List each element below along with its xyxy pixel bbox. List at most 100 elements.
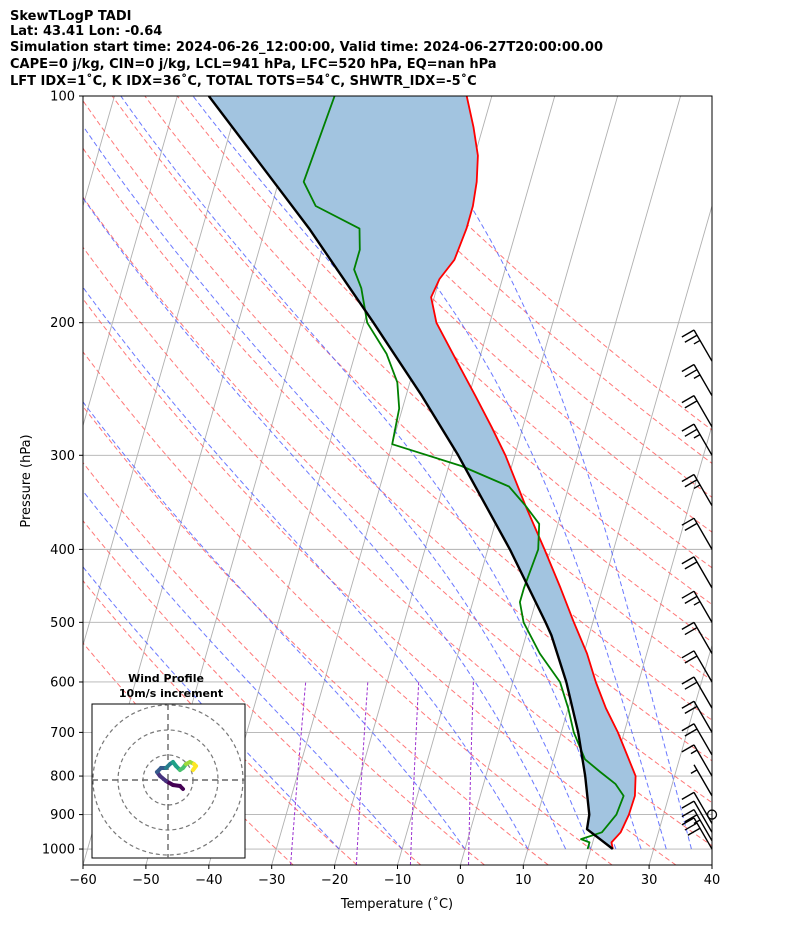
wind-barb-full	[684, 522, 698, 532]
moist-adiabat-line	[83, 286, 529, 850]
wind-barb-staff	[693, 590, 713, 623]
wind-barb	[681, 676, 713, 709]
wind-barb-half	[693, 433, 701, 439]
wind-barb	[681, 800, 713, 833]
wind-barb-full	[684, 369, 698, 378]
wind-barb-full	[684, 334, 698, 343]
mixing-ratio-line	[409, 681, 420, 865]
wind-barb-full	[681, 817, 695, 826]
y-axis-label: Pressure (hPa)	[19, 434, 34, 527]
wind-barb-full	[681, 808, 695, 818]
wind-barb-full	[684, 655, 698, 664]
dry-adiabat-line	[209, 96, 712, 569]
moist-adiabat-line	[393, 96, 692, 850]
dry-adiabat-line	[339, 96, 712, 431]
wind-barb-full	[681, 650, 695, 659]
wind-barb-full	[681, 723, 695, 732]
wind-barb	[681, 556, 713, 589]
wind-barb-full	[681, 700, 695, 709]
wind-barb-full	[684, 400, 698, 409]
chart-title-indices-2: LFT IDX=1˚C, K IDX=36˚C, TOTAL TOTS=54˚C…	[10, 74, 477, 89]
wind-barb-full	[684, 428, 698, 437]
wind-barb	[681, 723, 713, 756]
wind-barb	[706, 809, 718, 820]
wind-barb-half	[693, 374, 701, 379]
chart-title-indices-1: CAPE=0 j/kg, CIN=0 j/kg, LCL=941 hPa, LF…	[10, 57, 497, 72]
dry-adiabat-line	[83, 246, 712, 847]
dry-adiabat-line	[83, 642, 294, 865]
chart-axes: −60 −50 −40 −30 −20 −10 0 10 20 30 40 100 200 300 400 5…	[42, 90, 720, 889]
x-tick-label: −10	[384, 873, 411, 888]
moist-adiabat-line	[283, 96, 667, 850]
wind-barb	[681, 473, 713, 507]
x-tick-label: −60	[69, 873, 96, 888]
x-tick-label: −40	[195, 873, 222, 888]
wind-barb-full	[681, 329, 695, 338]
wind-barb-full	[681, 590, 695, 599]
moist-adiabat-line	[83, 125, 592, 850]
dewpoint-line	[302, 96, 625, 850]
chart-title-location: Lat: 43.41 Lon: -0.64	[10, 24, 163, 39]
isotherm-line	[711, 863, 712, 865]
wind-barb	[681, 423, 713, 456]
wind-barb	[681, 621, 713, 654]
wind-barb	[681, 744, 713, 777]
wind-barb-full	[681, 800, 695, 809]
wind-barb-half	[690, 769, 698, 775]
wind-barb-full	[687, 827, 701, 836]
isotherm-line	[459, 96, 681, 865]
wind-barb-full	[684, 814, 698, 823]
x-tick-label: 0	[456, 873, 464, 888]
y-tick-label: 1000	[42, 843, 75, 858]
wind-barb	[681, 808, 713, 842]
wind-barb	[681, 363, 713, 397]
wind-barb-full	[681, 621, 695, 630]
x-tick-label: −50	[132, 873, 159, 888]
wind-barb-full	[681, 556, 695, 565]
wind-barb-staff	[693, 764, 713, 797]
x-tick-label: 30	[641, 873, 658, 888]
chart-series	[207, 96, 637, 850]
wind-barb-full	[681, 744, 695, 753]
wind-barb	[681, 590, 713, 623]
hodograph-inset	[91, 703, 246, 859]
chart-title-times: Simulation start time: 2024-06-26_12:00:…	[10, 40, 603, 55]
x-tick-label: 20	[578, 873, 595, 888]
x-tick-label: −30	[258, 873, 285, 888]
moist-adiabat-line	[83, 490, 403, 850]
x-tick-label: 40	[704, 873, 721, 888]
wind-barb-full	[684, 705, 698, 715]
wind-barb-half	[693, 819, 701, 825]
wind-barb-full	[681, 423, 695, 432]
wind-barb-half	[690, 749, 698, 755]
dry-adiabat-line	[242, 96, 712, 533]
y-tick-label: 400	[50, 543, 75, 558]
wind-barb-staff	[693, 474, 713, 507]
wind-barb-calm-circle	[706, 809, 718, 820]
cape-fill-area	[208, 96, 636, 849]
hodograph-subtitle: 10m/s increment	[119, 687, 223, 700]
moist-adiabat-line	[83, 197, 567, 850]
dry-adiabat-line	[83, 351, 613, 865]
isotherm-line	[522, 204, 712, 865]
y-tick-label: 600	[50, 675, 75, 690]
wind-barb-full	[681, 791, 695, 800]
hodograph-trace-segment	[191, 764, 198, 772]
wind-barb-full	[684, 595, 698, 604]
y-tick-label: 200	[50, 316, 75, 331]
wind-barb	[681, 817, 713, 850]
chart-title-station: SkewTLogP TADI	[10, 9, 132, 24]
x-tick-label: −20	[321, 873, 348, 888]
wind-barb-full	[684, 822, 698, 831]
wind-barb-staff	[693, 800, 713, 833]
mixing-ratio-line	[468, 681, 474, 865]
wind-barb-staff	[693, 517, 713, 550]
y-tick-label: 800	[50, 770, 75, 785]
parcel-path-line	[207, 96, 614, 850]
isotherm-line	[334, 96, 556, 865]
x-axis-label: Temperature (˚C)	[340, 896, 453, 912]
wind-barb	[681, 395, 713, 428]
wind-barb-half	[693, 484, 701, 490]
dry-adiabat-line	[144, 96, 712, 643]
isotherm-line	[648, 643, 712, 865]
